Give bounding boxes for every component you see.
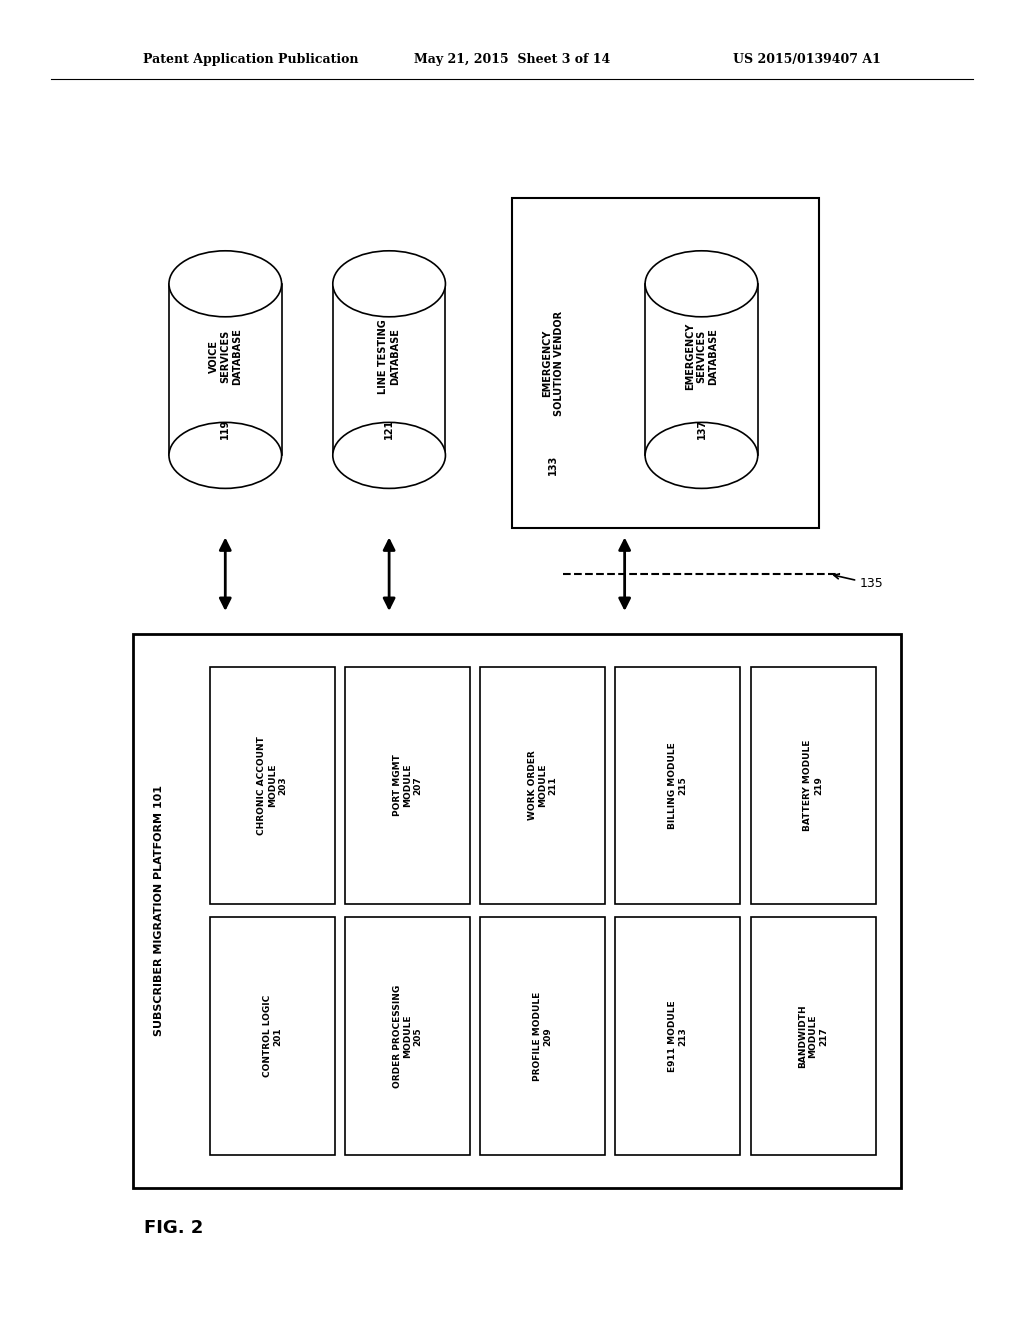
Text: CHRONIC ACCOUNT
MODULE
203: CHRONIC ACCOUNT MODULE 203	[257, 737, 288, 834]
Text: EMERGENCY
SOLUTION VENDOR: EMERGENCY SOLUTION VENDOR	[542, 310, 564, 416]
FancyBboxPatch shape	[480, 667, 605, 904]
Text: BANDWIDTH
MODULE
217: BANDWIDTH MODULE 217	[798, 1005, 828, 1068]
FancyBboxPatch shape	[751, 667, 876, 904]
Ellipse shape	[333, 422, 445, 488]
Text: 133: 133	[548, 455, 558, 475]
Text: US 2015/0139407 A1: US 2015/0139407 A1	[733, 53, 881, 66]
Text: 121: 121	[384, 418, 394, 440]
FancyBboxPatch shape	[345, 667, 470, 904]
Text: BATTERY MODULE
219: BATTERY MODULE 219	[804, 739, 822, 832]
Text: Patent Application Publication: Patent Application Publication	[143, 53, 358, 66]
Text: BILLING MODULE
215: BILLING MODULE 215	[669, 742, 687, 829]
Bar	[333, 284, 445, 455]
Text: LINE TESTING
DATABASE: LINE TESTING DATABASE	[378, 319, 400, 393]
Ellipse shape	[169, 251, 282, 317]
Ellipse shape	[333, 251, 445, 317]
FancyBboxPatch shape	[512, 198, 819, 528]
Text: 137: 137	[696, 418, 707, 440]
Ellipse shape	[645, 422, 758, 488]
Text: SUBSCRIBER MIGRATION PLATFORM 101: SUBSCRIBER MIGRATION PLATFORM 101	[154, 785, 164, 1036]
FancyBboxPatch shape	[615, 667, 740, 904]
Text: VOICE
SERVICES
DATABASE: VOICE SERVICES DATABASE	[209, 327, 242, 385]
FancyBboxPatch shape	[480, 917, 605, 1155]
Text: ORDER PROCESSING
MODULE
205: ORDER PROCESSING MODULE 205	[392, 985, 423, 1088]
Bar	[645, 284, 758, 455]
FancyBboxPatch shape	[345, 917, 470, 1155]
Bar	[169, 284, 282, 455]
FancyBboxPatch shape	[751, 917, 876, 1155]
Text: WORK ORDER
MODULE
211: WORK ORDER MODULE 211	[527, 751, 558, 820]
Text: CONTROL LOGIC
201: CONTROL LOGIC 201	[263, 995, 282, 1077]
FancyBboxPatch shape	[210, 917, 335, 1155]
Text: EMERGENCY
SERVICES
DATABASE: EMERGENCY SERVICES DATABASE	[685, 322, 718, 391]
Text: FIG. 2: FIG. 2	[144, 1218, 204, 1237]
FancyBboxPatch shape	[210, 667, 335, 904]
Text: 135: 135	[834, 574, 884, 590]
Ellipse shape	[169, 422, 282, 488]
FancyBboxPatch shape	[615, 917, 740, 1155]
Text: May 21, 2015  Sheet 3 of 14: May 21, 2015 Sheet 3 of 14	[414, 53, 610, 66]
Text: 119: 119	[220, 418, 230, 440]
FancyBboxPatch shape	[133, 634, 901, 1188]
Text: PROFILE MODULE
209: PROFILE MODULE 209	[534, 991, 552, 1081]
Ellipse shape	[645, 251, 758, 317]
Text: E911 MODULE
213: E911 MODULE 213	[669, 1001, 687, 1072]
Text: PORT MGMT
MODULE
207: PORT MGMT MODULE 207	[392, 755, 423, 816]
